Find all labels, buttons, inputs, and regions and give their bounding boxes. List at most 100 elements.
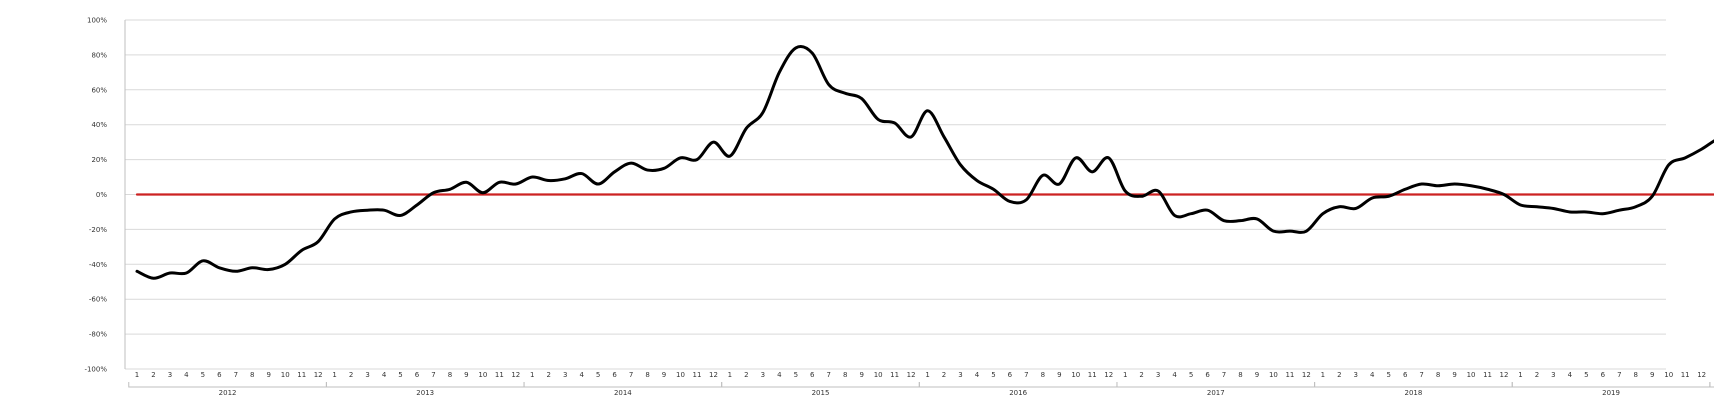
x-month-label: 9 [1057, 371, 1061, 379]
x-month-label: 4 [1370, 371, 1375, 379]
x-month-label: 2 [744, 371, 748, 379]
x-month-label: 12 [709, 371, 718, 379]
x-month-label: 4 [777, 371, 782, 379]
x-month-label: 7 [1222, 371, 1226, 379]
x-month-label: 3 [761, 371, 765, 379]
x-month-label: 9 [267, 371, 271, 379]
x-month-label: 11 [693, 371, 702, 379]
x-month-label: 9 [1452, 371, 1456, 379]
x-month-label: 4 [1568, 371, 1573, 379]
x-month-label: 6 [1601, 371, 1606, 379]
x-month-label: 12 [1697, 371, 1706, 379]
x-month-label: 8 [843, 371, 847, 379]
y-tick-label: -80% [89, 331, 107, 339]
y-tick-label: -100% [84, 366, 107, 374]
x-year-label: 2018 [1405, 389, 1423, 397]
x-month-label: 6 [217, 371, 222, 379]
x-month-label: 12 [907, 371, 916, 379]
x-month-label: 8 [1041, 371, 1045, 379]
x-month-label: 11 [495, 371, 504, 379]
y-tick-label: 0% [96, 191, 107, 199]
x-month-label: 7 [827, 371, 831, 379]
year-bracket [523, 382, 723, 388]
x-month-label: 5 [596, 371, 600, 379]
x-month-label: 2 [942, 371, 946, 379]
x-month-label: 10 [1467, 371, 1476, 379]
x-month-label: 1 [332, 371, 336, 379]
x-month-label: 2 [1337, 371, 1341, 379]
x-month-label: 1 [728, 371, 732, 379]
x-year-label: 2016 [1009, 389, 1027, 397]
x-month-label: 6 [612, 371, 617, 379]
x-month-label: 5 [1386, 371, 1390, 379]
x-month-label: 1 [1123, 371, 1127, 379]
x-month-label: 7 [431, 371, 435, 379]
year-bracket [1314, 382, 1513, 388]
x-month-label: 7 [1024, 371, 1028, 379]
x-month-label: 12 [511, 371, 520, 379]
year-bracket [128, 382, 327, 388]
x-year-label: 2012 [219, 389, 237, 397]
x-month-label: 6 [1403, 371, 1408, 379]
year-bracket [721, 382, 920, 388]
x-month-label: 6 [810, 371, 815, 379]
x-month-label: 6 [415, 371, 420, 379]
x-month-label: 11 [1285, 371, 1294, 379]
x-month-label: 3 [365, 371, 369, 379]
x-month-label: 9 [859, 371, 863, 379]
x-month-label: 11 [1681, 371, 1690, 379]
x-month-label: 1 [1518, 371, 1522, 379]
x-month-label: 7 [629, 371, 633, 379]
y-tick-label: 80% [91, 51, 107, 59]
x-month-label: 7 [1617, 371, 1621, 379]
y-tick-label: 60% [91, 86, 107, 94]
x-month-label: 3 [168, 371, 172, 379]
x-month-label: 2 [547, 371, 551, 379]
y-tick-label: -40% [89, 261, 107, 269]
x-month-label: 3 [958, 371, 962, 379]
x-month-label: 10 [676, 371, 685, 379]
x-month-label: 12 [1302, 371, 1311, 379]
x-month-label: 2 [349, 371, 353, 379]
x-year-label: 2015 [812, 389, 830, 397]
x-month-label: 8 [1634, 371, 1638, 379]
x-month-label: 12 [314, 371, 323, 379]
x-month-label: 11 [1088, 371, 1097, 379]
x-month-label: 5 [1584, 371, 1588, 379]
x-year-label: 2014 [614, 389, 632, 397]
x-month-label: 9 [662, 371, 666, 379]
x-month-label: 10 [478, 371, 487, 379]
x-year-label: 2013 [416, 389, 434, 397]
x-month-label: 5 [991, 371, 995, 379]
x-month-label: 1 [530, 371, 534, 379]
x-year-label: 2017 [1207, 389, 1225, 397]
series-line-main [135, 45, 1714, 280]
x-month-label: 9 [1650, 371, 1654, 379]
x-month-label: 5 [1189, 371, 1193, 379]
x-month-label: 11 [1483, 371, 1492, 379]
x-month-label: 2 [1535, 371, 1539, 379]
x-month-label: 1 [135, 371, 139, 379]
x-month-label: 4 [579, 371, 584, 379]
x-month-label: 4 [184, 371, 189, 379]
x-year-label: 2019 [1602, 389, 1620, 397]
x-month-label: 2 [1139, 371, 1143, 379]
y-tick-label: 20% [91, 156, 107, 164]
x-month-label: 5 [201, 371, 205, 379]
x-month-label: 3 [1156, 371, 1160, 379]
x-month-label: 4 [975, 371, 980, 379]
year-bracket [325, 382, 525, 388]
x-month-label: 5 [398, 371, 402, 379]
x-month-label: 10 [1071, 371, 1080, 379]
x-month-label: 1 [1321, 371, 1325, 379]
year-bracket [918, 382, 1118, 388]
x-month-label: 8 [1436, 371, 1440, 379]
x-month-label: 2 [151, 371, 155, 379]
x-month-label: 8 [645, 371, 649, 379]
x-month-label: 7 [1419, 371, 1423, 379]
x-month-label: 10 [1269, 371, 1278, 379]
x-month-label: 6 [1008, 371, 1013, 379]
x-month-label: 12 [1104, 371, 1113, 379]
x-month-label: 7 [234, 371, 238, 379]
